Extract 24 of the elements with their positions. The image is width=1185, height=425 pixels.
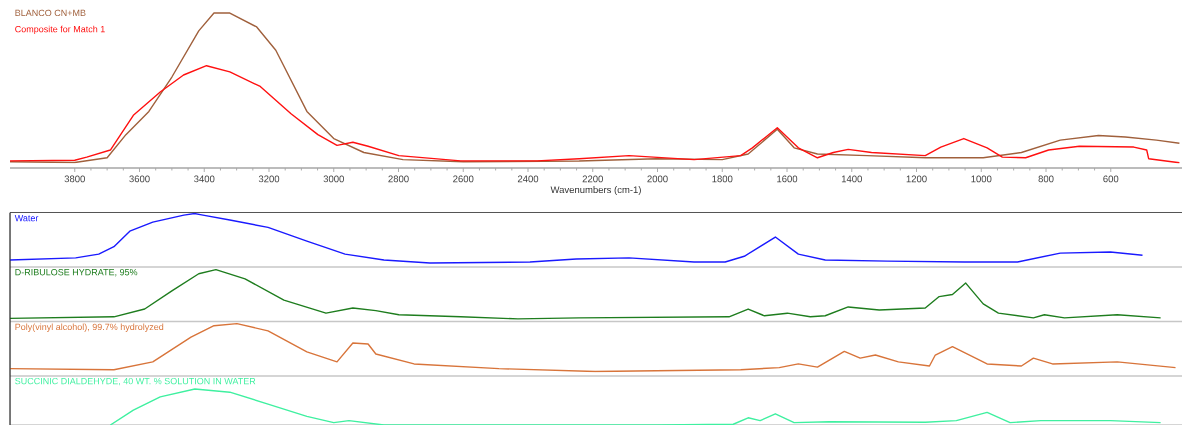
x-tick-label: 2800 (388, 175, 409, 183)
x-tick-label: 800 (1038, 175, 1054, 183)
x-tick-label: 1400 (841, 175, 862, 183)
x-tick-label: 1800 (712, 175, 733, 183)
x-tick-label: 2600 (453, 175, 474, 183)
x-tick-label: 3000 (323, 175, 344, 183)
x-tick-label: 3800 (64, 175, 85, 183)
x-tick-label: 600 (1103, 175, 1119, 183)
series-label: SUCCINIC DIALDEHYDE, 40 WT. % SOLUTION IN WATER (15, 377, 256, 386)
x-tick-label: 3600 (129, 175, 150, 183)
x-tick-label: 1000 (971, 175, 992, 183)
x-tick-label: 3400 (194, 175, 215, 183)
x-tick-label: 2400 (517, 175, 539, 183)
x-tick-label: 3200 (258, 175, 280, 183)
text: Water (14, 214, 39, 222)
text: D-RIBULOSE HYDRATE, 95% (15, 269, 138, 277)
x-tick-label: 1200 (906, 175, 927, 183)
text: Composite for Match 1 (15, 25, 105, 35)
x-axis-title: Wavenumbers (cm-1) (550, 186, 641, 195)
text: BLANCO CN+MB (15, 9, 86, 17)
x-tick-label: 1600 (777, 175, 798, 183)
x-tick-label: 2000 (647, 175, 668, 183)
text: Poly(vinyl alcohol), 99.7% hydrolyzed (15, 323, 164, 332)
x-tick-label: 2200 (582, 175, 603, 183)
